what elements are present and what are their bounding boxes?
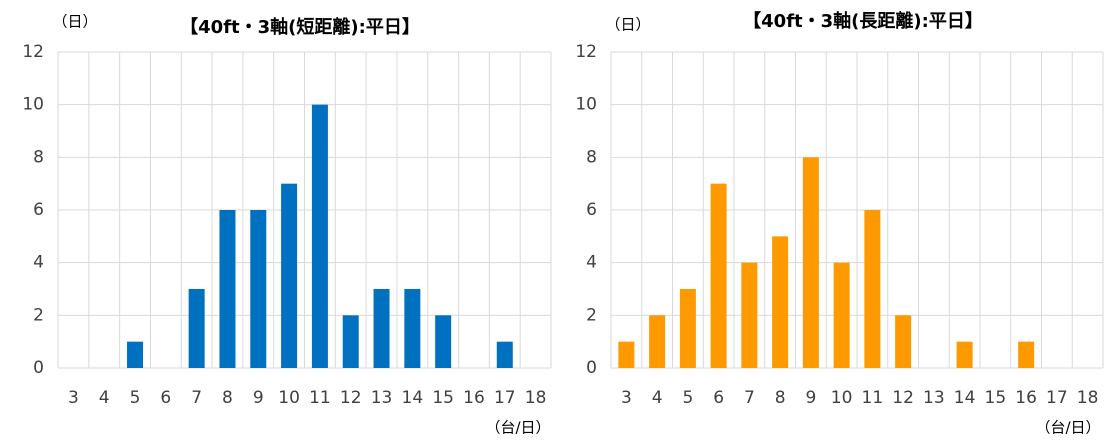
y-axis-label: （日）: [52, 13, 97, 31]
bar: [710, 183, 727, 368]
bar: [250, 210, 267, 368]
x-tick-label: 18: [525, 388, 547, 408]
x-tick-label: 9: [253, 388, 264, 408]
y-tick-label: 10: [575, 95, 597, 115]
bar: [679, 289, 696, 368]
x-tick-label: 3: [621, 388, 632, 408]
bar: [741, 262, 758, 368]
x-tick-label: 5: [682, 388, 693, 408]
x-tick-label: 17: [1046, 388, 1068, 408]
bar: [311, 104, 328, 369]
y-tick-label: 0: [33, 358, 44, 378]
x-tick-label: 11: [309, 388, 331, 408]
x-tick-label: 14: [402, 388, 424, 408]
bar: [496, 341, 513, 368]
x-tick-label: 14: [954, 388, 976, 408]
y-tick-label: 6: [33, 200, 44, 220]
bar: [802, 157, 819, 368]
x-tick-label: 13: [371, 388, 393, 408]
x-axis-label: （台/日）: [1035, 419, 1100, 437]
y-tick-label: 10: [22, 95, 44, 115]
x-tick-label: 6: [160, 388, 171, 408]
bar: [649, 315, 666, 368]
x-axis-label: （台/日）: [485, 419, 550, 437]
bar: [373, 289, 390, 368]
y-tick-label: 12: [22, 42, 44, 62]
bar: [895, 315, 912, 368]
bar: [188, 289, 205, 368]
bar: [833, 262, 850, 368]
bar: [435, 315, 452, 368]
y-tick-label: 4: [586, 253, 597, 273]
bar: [864, 210, 881, 368]
bar: [1018, 341, 1035, 368]
y-tick-label: 8: [33, 147, 44, 167]
y-tick-label: 12: [575, 42, 597, 62]
x-tick-label: 7: [744, 388, 755, 408]
x-tick-label: 3: [68, 388, 79, 408]
x-tick-label: 6: [713, 388, 724, 408]
bar: [772, 236, 789, 368]
x-tick-label: 10: [831, 388, 853, 408]
x-tick-label: 15: [432, 388, 454, 408]
x-tick-label: 8: [775, 388, 786, 408]
x-tick-label: 4: [652, 388, 663, 408]
y-tick-label: 4: [33, 253, 44, 273]
x-tick-label: 9: [805, 388, 816, 408]
y-tick-label: 2: [586, 305, 597, 325]
chart-title: 【40ft・3軸(短距離):平日】: [180, 16, 420, 38]
bar: [342, 315, 359, 368]
y-tick-label: 2: [33, 305, 44, 325]
x-tick-label: 10: [278, 388, 300, 408]
x-tick-label: 11: [862, 388, 884, 408]
bar: [281, 183, 298, 368]
bar: [404, 289, 421, 368]
bar: [618, 341, 635, 368]
x-tick-label: 12: [892, 388, 914, 408]
x-tick-label: 13: [923, 388, 945, 408]
x-tick-label: 7: [191, 388, 202, 408]
y-tick-label: 8: [586, 147, 597, 167]
x-tick-label: 16: [463, 388, 485, 408]
x-tick-label: 12: [340, 388, 362, 408]
x-tick-label: 8: [222, 388, 233, 408]
x-tick-label: 5: [130, 388, 141, 408]
bar: [127, 341, 144, 368]
bar: [219, 210, 236, 368]
y-axis-label: （日）: [605, 16, 650, 34]
y-tick-label: 6: [586, 200, 597, 220]
chart-title: 【40ft・3軸(長距離):平日】: [743, 10, 983, 32]
x-tick-label: 18: [1077, 388, 1099, 408]
x-tick-label: 16: [1015, 388, 1037, 408]
x-tick-label: 15: [985, 388, 1007, 408]
x-tick-label: 17: [494, 388, 516, 408]
bar: [956, 341, 973, 368]
x-tick-label: 4: [99, 388, 110, 408]
y-tick-label: 0: [586, 358, 597, 378]
